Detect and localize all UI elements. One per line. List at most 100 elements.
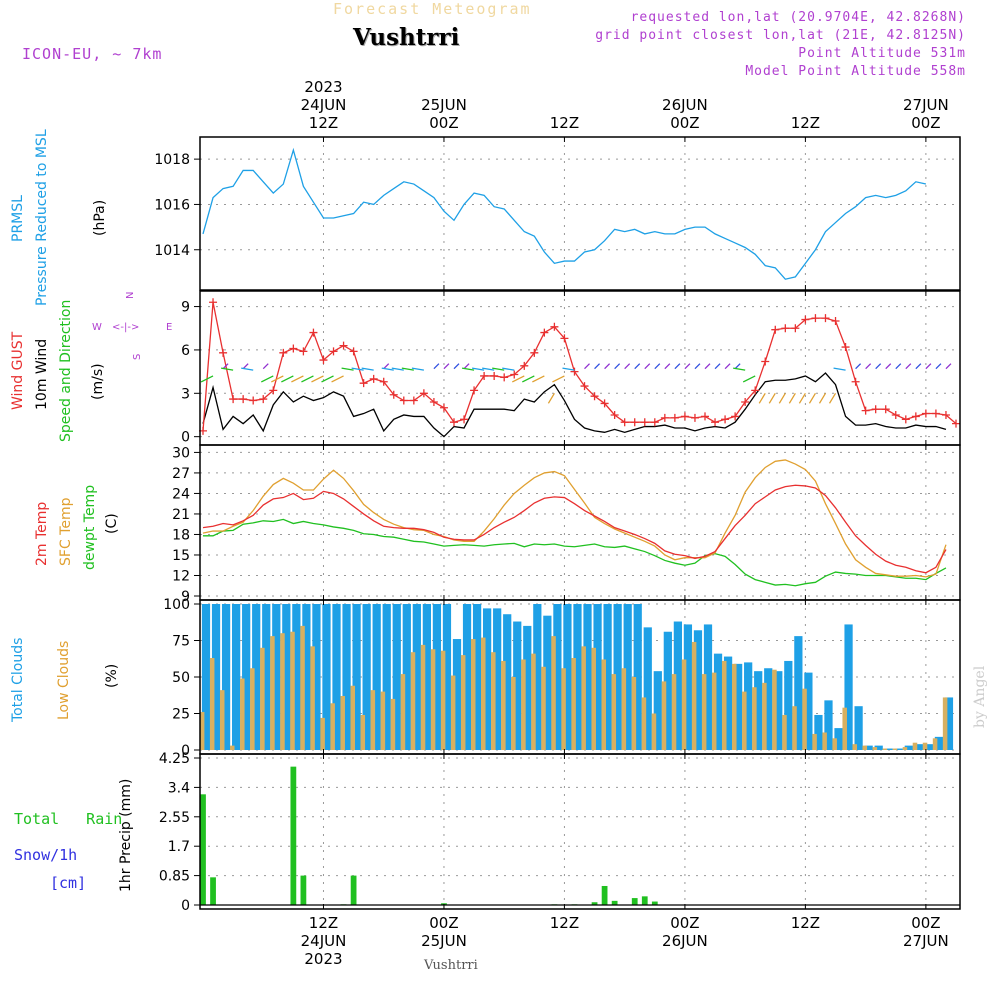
clouds-label-low: Low Clouds xyxy=(56,640,72,720)
total-cloud-bar xyxy=(362,604,371,750)
total-cloud-bar xyxy=(944,697,954,750)
wind-ytick-label: 9 xyxy=(181,300,190,316)
gust-marker xyxy=(570,367,579,376)
wind-direction-arrow xyxy=(674,363,681,370)
wind-direction-arrow xyxy=(724,363,731,370)
wind-direction-arrow xyxy=(321,375,334,383)
bottom-time-label: 12Z xyxy=(791,914,820,932)
gust-marker xyxy=(309,328,318,337)
gust-marker xyxy=(259,395,268,404)
wind-direction-arrow xyxy=(522,375,535,383)
total-cloud-bar xyxy=(322,604,331,750)
low-cloud-bar xyxy=(390,698,396,750)
wind-direction-arrow xyxy=(391,367,404,371)
rain-bar xyxy=(350,875,357,905)
wind-direction-arrow xyxy=(604,363,611,370)
gust-marker xyxy=(741,397,750,406)
low-cloud-bar xyxy=(902,747,908,750)
gust-line xyxy=(202,302,957,431)
wind-direction-arrow xyxy=(200,375,214,383)
gust-marker xyxy=(821,314,830,323)
compass-rose: N <-|-> W E S xyxy=(92,292,172,360)
total-cloud-bar xyxy=(663,631,672,750)
wind-direction-arrow xyxy=(361,367,374,371)
wind-direction-arrow xyxy=(222,363,229,370)
wind-direction-arrow xyxy=(351,367,364,371)
temp-ytick-label: 15 xyxy=(172,548,190,564)
low-cloud-bar xyxy=(691,641,697,750)
low-cloud-bar xyxy=(792,706,797,750)
compass-e-label: E xyxy=(166,322,172,333)
total-cloud-bar xyxy=(794,636,803,750)
low-cloud-bar xyxy=(561,668,566,750)
low-cloud-bar xyxy=(681,659,687,750)
low-cloud-bar xyxy=(541,666,546,750)
top-time-label: 25JUN xyxy=(421,96,467,114)
total-cloud-bar xyxy=(252,604,261,750)
gust-marker xyxy=(781,324,790,333)
total-cloud-bar xyxy=(292,604,301,750)
top-time-label: 00Z xyxy=(911,114,940,132)
gust-marker xyxy=(269,386,278,395)
footer-location: Vushtrri xyxy=(424,958,478,973)
total-cloud-bar xyxy=(201,604,211,750)
wind-direction-arrow xyxy=(492,367,505,371)
total-cloud-bar xyxy=(623,604,632,750)
wind-direction-arrow xyxy=(463,363,470,370)
low-cloud-bar xyxy=(450,675,456,750)
wind-ytick-label: 6 xyxy=(181,343,190,359)
wind-direction-arrow xyxy=(624,363,631,370)
temp-ytick-label: 21 xyxy=(172,507,190,523)
gust-marker xyxy=(911,412,920,421)
wind-direction-arrow xyxy=(704,363,711,370)
gust-marker xyxy=(460,415,469,424)
temp-label-sfc: SFC Temp xyxy=(58,497,74,566)
rain-bar xyxy=(631,898,638,905)
wind-direction-arrow xyxy=(833,367,846,371)
rain-bar xyxy=(210,877,216,905)
wind-direction-arrow xyxy=(291,375,304,383)
precip-ytick-label: 0 xyxy=(181,898,190,914)
compass-arrows: <-|-> xyxy=(112,322,139,333)
gust-marker xyxy=(429,397,438,406)
total-cloud-bar xyxy=(784,660,793,750)
wind-direction-arrow xyxy=(828,392,837,404)
bottom-time-label: 00Z xyxy=(429,914,458,932)
gust-marker xyxy=(229,395,238,404)
pressure-ytick-label: 1016 xyxy=(154,197,190,213)
wind-direction-arrow xyxy=(915,363,922,370)
gust-marker xyxy=(219,348,228,357)
low-cloud-bar xyxy=(270,636,275,750)
gust-marker xyxy=(379,377,388,386)
gust-marker xyxy=(419,389,428,398)
total-cloud-bar xyxy=(493,608,502,750)
wind-direction-arrow xyxy=(758,392,766,404)
gust-marker xyxy=(610,410,619,419)
wind-unit: (m/s) xyxy=(90,363,106,400)
total-cloud-bar xyxy=(332,604,341,750)
gust-marker xyxy=(901,415,910,424)
top-time-label: 12Z xyxy=(309,114,338,132)
wind-direction-arrow xyxy=(694,363,701,370)
total-cloud-bar xyxy=(764,668,773,750)
bottom-time-label: 00Z xyxy=(670,914,699,932)
total-cloud-bar xyxy=(744,662,753,750)
wind-direction-arrow xyxy=(281,375,294,383)
wind-direction-arrow xyxy=(443,363,450,370)
total-cloud-bar xyxy=(844,624,853,750)
pressure-label-msl: Pressure Reduced to MSL xyxy=(34,129,50,306)
total-cloud-bar xyxy=(774,671,783,750)
wind-direction-arrow xyxy=(433,363,440,370)
pressure-ytick-label: 1018 xyxy=(154,152,190,168)
wind-direction-arrow xyxy=(532,375,545,383)
low-cloud-bar xyxy=(611,674,617,750)
rain-bar xyxy=(641,896,648,905)
gust-marker xyxy=(359,379,368,388)
wind-direction-arrow xyxy=(461,367,475,371)
total-cloud-bar xyxy=(543,615,552,750)
wind-direction-arrow xyxy=(855,363,862,370)
wind-direction-arrow xyxy=(742,375,756,383)
precip-label-cm: [cm] xyxy=(50,874,87,892)
low-cloud-bar xyxy=(852,744,858,750)
low-cloud-bar xyxy=(651,713,657,750)
